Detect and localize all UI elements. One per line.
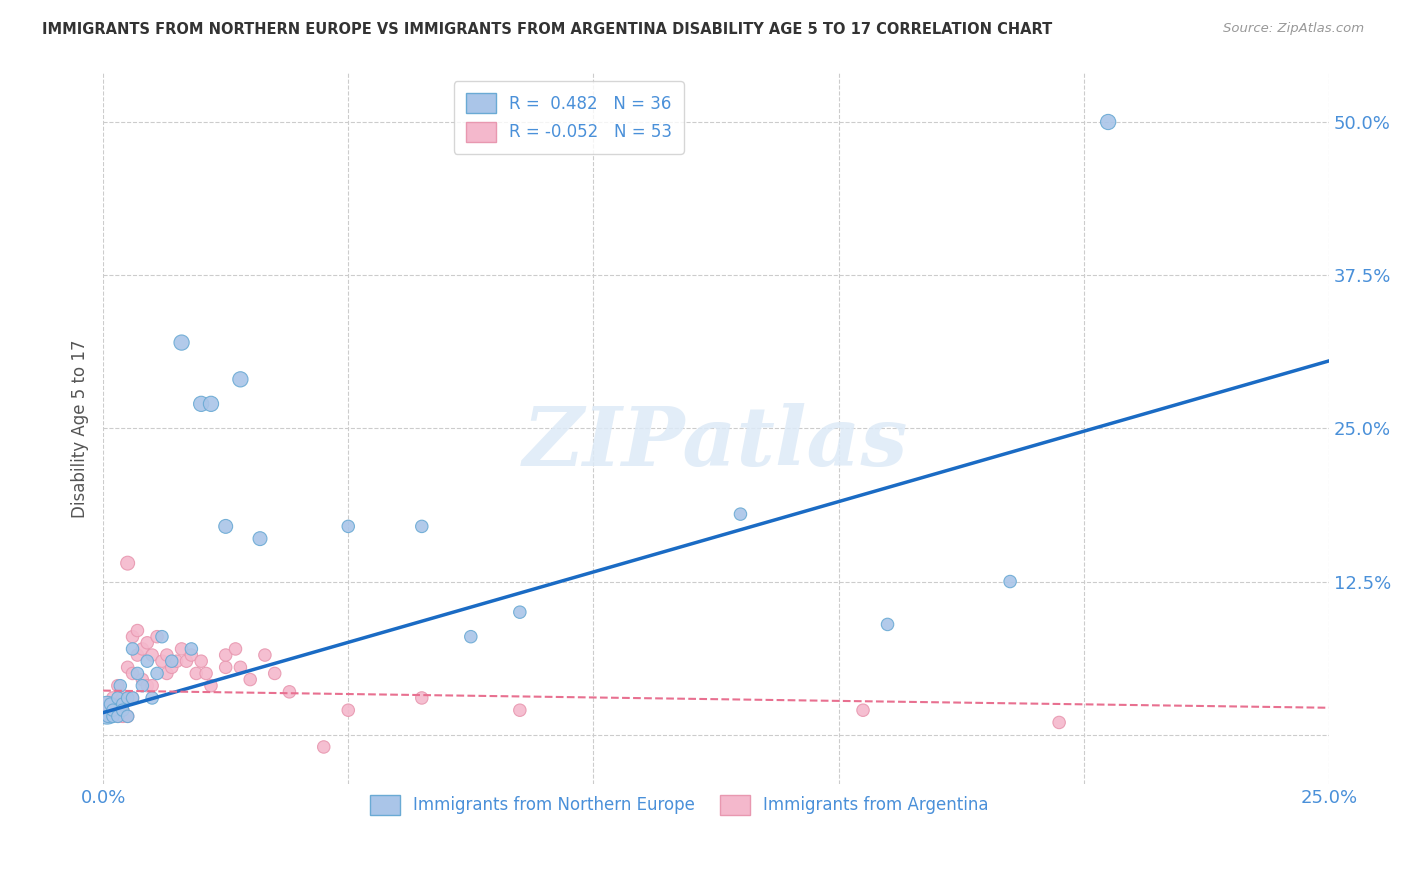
Point (253, 648, 276, 662)
Point (278, 685, 301, 699)
Point (1047, 715, 1070, 730)
Point (229, 372, 252, 386)
Point (101, 690, 124, 705)
Text: IMMIGRANTS FROM NORTHERN EUROPE VS IMMIGRANTS FROM ARGENTINA DISABILITY AGE 5 TO: IMMIGRANTS FROM NORTHERN EUROPE VS IMMIG… (42, 22, 1053, 37)
Point (117, 709, 139, 723)
Point (411, 519, 433, 533)
Point (141, 679, 163, 693)
Point (121, 666, 143, 681)
Point (186, 666, 208, 681)
Point (100, 697, 122, 711)
Point (998, 574, 1021, 589)
Point (96, 703, 118, 717)
Point (117, 709, 139, 723)
Point (101, 709, 124, 723)
Point (150, 654, 173, 668)
Point (876, 617, 898, 632)
Point (730, 507, 752, 521)
Point (229, 660, 252, 674)
Point (215, 648, 238, 662)
Point (131, 673, 153, 687)
Point (117, 660, 139, 674)
Point (180, 648, 202, 662)
Point (100, 697, 122, 711)
Point (176, 654, 198, 668)
Point (460, 630, 482, 644)
Point (111, 703, 134, 717)
Point (215, 660, 238, 674)
Point (170, 335, 193, 350)
Point (337, 519, 360, 533)
Text: Source: ZipAtlas.com: Source: ZipAtlas.com (1223, 22, 1364, 36)
Point (127, 666, 149, 681)
Point (180, 642, 202, 657)
Point (263, 666, 285, 681)
Point (224, 642, 246, 657)
Legend: Immigrants from Northern Europe, Immigrants from Argentina: Immigrants from Northern Europe, Immigra… (360, 785, 998, 825)
Point (215, 519, 238, 533)
Point (239, 673, 262, 687)
Point (94, 697, 117, 711)
Point (150, 630, 173, 644)
Point (111, 703, 134, 717)
Point (121, 690, 143, 705)
Point (131, 679, 153, 693)
Point (117, 690, 139, 705)
Point (136, 654, 159, 668)
Point (509, 605, 531, 619)
Point (110, 679, 132, 693)
Point (107, 690, 129, 705)
Point (111, 709, 134, 723)
Point (146, 666, 169, 681)
Point (166, 654, 188, 668)
Point (156, 648, 179, 662)
Point (411, 690, 433, 705)
Point (195, 666, 218, 681)
Point (107, 709, 129, 723)
Point (136, 679, 159, 693)
Point (146, 630, 169, 644)
Point (200, 397, 222, 411)
Point (107, 709, 129, 723)
Point (97, 709, 120, 723)
Point (127, 624, 149, 638)
Point (249, 532, 271, 546)
Point (156, 666, 179, 681)
Point (97, 703, 120, 717)
Point (131, 642, 153, 657)
Point (101, 703, 124, 717)
Point (107, 679, 129, 693)
Point (107, 697, 129, 711)
Point (200, 679, 222, 693)
Point (121, 630, 143, 644)
Point (337, 703, 360, 717)
Point (111, 697, 134, 711)
Point (509, 703, 531, 717)
Point (312, 739, 335, 754)
Point (97, 709, 120, 723)
Point (121, 642, 143, 657)
Point (117, 556, 139, 570)
Text: ZIPatlas: ZIPatlas (523, 402, 908, 483)
Point (141, 648, 163, 662)
Point (141, 690, 163, 705)
Point (170, 642, 193, 657)
Point (190, 654, 212, 668)
Point (160, 654, 183, 668)
Point (111, 690, 134, 705)
Point (852, 703, 875, 717)
Point (101, 703, 124, 717)
Point (121, 690, 143, 705)
Point (1097, 115, 1119, 129)
Point (136, 636, 159, 650)
Point (127, 648, 149, 662)
Point (190, 397, 212, 411)
Y-axis label: Disability Age 5 to 17: Disability Age 5 to 17 (72, 339, 89, 517)
Point (160, 660, 183, 674)
